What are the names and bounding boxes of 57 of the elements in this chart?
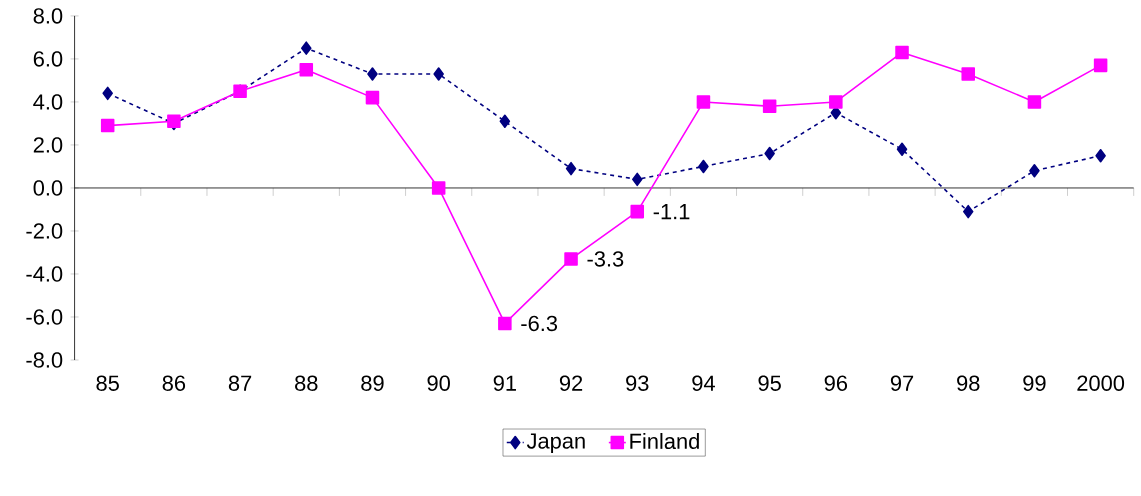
data-label: -3.3: [587, 251, 624, 267]
point: [564, 252, 578, 266]
point: [896, 142, 908, 156]
data-label: -1.1: [653, 203, 690, 220]
point: [301, 41, 312, 55]
point: [1027, 95, 1042, 109]
x-tick-label: 90: [427, 375, 450, 391]
x-tick-label: 85: [96, 375, 119, 391]
x-tick-label: 97: [890, 375, 914, 391]
point: [299, 62, 314, 77]
x-tick-label: 86: [162, 375, 186, 391]
point: [698, 159, 709, 174]
x-tick-label: 96: [824, 375, 848, 391]
point: [1095, 148, 1106, 163]
point: [696, 95, 711, 109]
x-tick-label: 89: [361, 375, 384, 391]
x-tick-label: 91: [493, 375, 516, 391]
y-tick-label: 2.0: [33, 137, 63, 153]
point: [100, 118, 115, 133]
x-tick-label: 2000: [1077, 375, 1125, 391]
point: [565, 161, 577, 176]
point: [630, 204, 645, 219]
point: [631, 172, 643, 186]
point: [365, 90, 380, 105]
x-tick-label: 87: [228, 375, 252, 391]
point: [1029, 163, 1040, 178]
point: [433, 67, 444, 81]
point: [762, 99, 777, 113]
point: [764, 146, 775, 161]
y-tick-label: -6.0: [26, 309, 63, 325]
y-tick-label: 4.0: [33, 94, 63, 110]
y-tick-label: -2.0: [26, 223, 63, 239]
legend-label: Finland: [630, 432, 699, 449]
point: [961, 67, 975, 81]
x-tick-label: 93: [626, 375, 649, 391]
x-tick-label: 99: [1023, 375, 1046, 391]
x-tick-label: 98: [957, 375, 980, 391]
y-tick-label: 0.0: [33, 180, 63, 196]
point: [895, 45, 909, 60]
point: [829, 95, 843, 109]
point: [498, 316, 512, 331]
point: [499, 114, 511, 128]
point: [102, 86, 113, 100]
x-tick-label: 88: [295, 375, 318, 391]
point: [1093, 58, 1108, 73]
y-tick-label: 6.0: [33, 51, 63, 67]
x-tick-label: 92: [559, 375, 583, 391]
point: [431, 181, 446, 195]
x-tick-label: 95: [758, 375, 781, 391]
y-tick-label: -4.0: [26, 266, 63, 282]
y-tick-label: -8.0: [26, 352, 63, 368]
x-tick-label: 94: [692, 375, 715, 391]
point: [367, 67, 378, 81]
data-label: -6.3: [521, 315, 558, 332]
point: [962, 204, 974, 219]
legend-label: Japan: [526, 433, 585, 453]
y-tick-label: 8.0: [33, 8, 63, 24]
